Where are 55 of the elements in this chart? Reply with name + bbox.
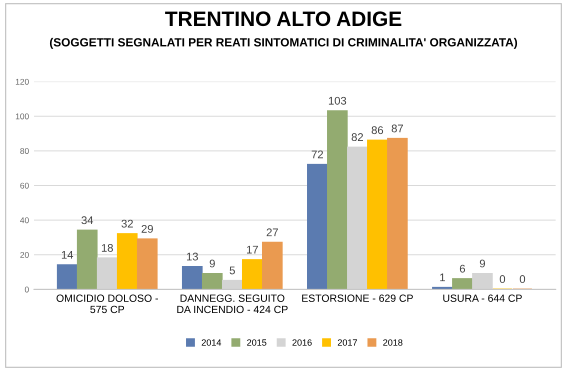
x-tick-label: ESTORSIONE - 629 CP <box>302 294 413 302</box>
bar <box>367 140 388 290</box>
y-tick-label: 80 <box>20 148 29 154</box>
bar <box>452 278 473 290</box>
y-tick-label: 100 <box>16 113 29 120</box>
bar <box>222 280 243 290</box>
legend-label: 2014 <box>202 339 222 346</box>
data-label: 14 <box>62 251 74 259</box>
bar <box>242 259 263 290</box>
data-label: 1 <box>440 274 445 282</box>
data-label: 29 <box>142 224 153 233</box>
data-label: 103 <box>328 96 346 105</box>
legend-label: 2017 <box>338 339 358 346</box>
data-label: 34 <box>81 216 94 224</box>
data-label: 32 <box>122 220 133 228</box>
legend-label: 2018 <box>383 339 402 346</box>
bar <box>327 110 348 290</box>
x-tick-label: DANNEGG. SEGUITO DA INCENDIO - 424 CP <box>177 294 288 314</box>
x-tick-label: OMICIDIO DOLOSO - 575 CP <box>56 294 158 314</box>
bar <box>56 264 78 290</box>
legend-label: 2015 <box>247 339 266 346</box>
data-label: 6 <box>460 264 466 273</box>
data-label: 0 <box>520 275 526 284</box>
chart-subtitle: (SOGGETTI SEGNALATI PER REATI SINTOMATICI DI CRIMINALITA' ORGANIZZATA) <box>50 38 518 49</box>
bar <box>96 257 118 290</box>
bar <box>76 230 98 290</box>
bar <box>472 272 493 290</box>
y-tick-label: 0 <box>24 286 29 292</box>
data-label: 72 <box>312 150 323 158</box>
bar <box>182 266 203 290</box>
bar <box>262 242 283 290</box>
y-tick-label: 60 <box>20 182 29 189</box>
data-label: 9 <box>210 260 215 268</box>
data-label: 13 <box>186 252 198 261</box>
data-label: 0 <box>500 275 506 284</box>
data-label: 5 <box>230 266 235 274</box>
x-tick-label: USURA - 644 CP <box>443 294 522 302</box>
data-label: 9 <box>480 260 485 268</box>
bar <box>387 138 408 290</box>
bar <box>202 272 223 290</box>
data-label: 87 <box>392 124 404 132</box>
legend-label: 2016 <box>292 339 312 346</box>
bar <box>136 238 158 290</box>
data-label: 18 <box>102 244 113 252</box>
data-label: 27 <box>266 228 278 236</box>
data-label: 82 <box>352 133 363 142</box>
y-tick-label: 20 <box>20 252 29 258</box>
bar <box>307 164 328 290</box>
y-tick-label: 120 <box>16 78 29 85</box>
data-label: 86 <box>372 126 384 134</box>
bar <box>347 146 368 290</box>
bar <box>116 233 138 290</box>
y-tick-label: 40 <box>20 217 29 224</box>
chart-title: TRENTINO ALTO ADIGE <box>165 11 402 26</box>
data-label: 17 <box>246 246 258 254</box>
